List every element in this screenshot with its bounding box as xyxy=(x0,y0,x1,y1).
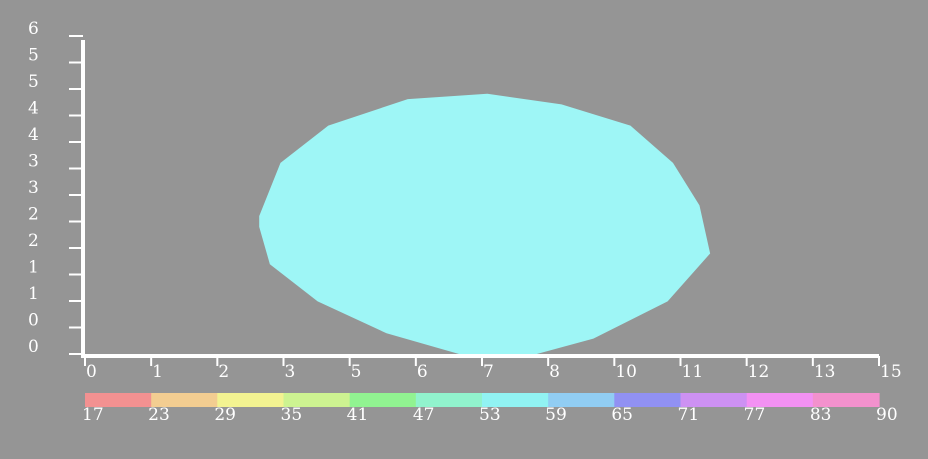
filled-region-0 xyxy=(259,93,711,355)
y-tick-label: 2 xyxy=(28,231,39,251)
colorbar-segment xyxy=(415,393,483,407)
colorbar-segment xyxy=(746,393,814,407)
colorbar-segment xyxy=(482,393,549,407)
y-tick-label: 4 xyxy=(28,125,39,145)
y-tick-label: 5 xyxy=(28,72,39,92)
plot-area xyxy=(259,93,711,355)
x-tick-label: 12 xyxy=(748,362,770,382)
colorbar-tick-label: 41 xyxy=(347,405,369,425)
y-tick-label: 6 xyxy=(28,19,39,39)
y-tick-label: 3 xyxy=(28,178,39,198)
x-tick-label: 10 xyxy=(615,362,637,382)
colorbar-segment xyxy=(614,393,682,407)
colorbar-tick-label: 35 xyxy=(281,405,303,425)
colorbar-tick-label: 53 xyxy=(479,405,501,425)
colorbar-segment xyxy=(283,393,351,407)
x-tick-label: 5 xyxy=(351,362,362,382)
y-tick-label: 2 xyxy=(28,205,39,225)
x-tick-label: 6 xyxy=(417,362,428,382)
colorbar-segment xyxy=(548,393,615,407)
colorbar-segment xyxy=(680,393,748,407)
colorbar-tick-label: 65 xyxy=(611,405,633,425)
colorbar-tick-label: 90 xyxy=(876,405,898,425)
colorbar-tick-label: 59 xyxy=(545,405,567,425)
y-tick-label: 0 xyxy=(28,311,39,331)
y-tick-label: 4 xyxy=(28,99,39,119)
y-tick-label: 3 xyxy=(28,152,39,172)
x-ticks: 0 1 2 3 5 6 7 8 10 11 12 13 15 xyxy=(84,356,902,382)
y-tick-label: 5 xyxy=(28,46,39,66)
y-tick-label: 0 xyxy=(28,337,39,357)
colorbar-segment xyxy=(217,393,285,407)
colorbar-tick-label: 17 xyxy=(82,405,104,425)
x-tick-label: 13 xyxy=(814,362,836,382)
x-tick-label: 1 xyxy=(152,362,163,382)
colorbar-tick-labels: 17 23 29 35 41 47 53 59 65 71 77 83 90 xyxy=(82,405,898,425)
x-tick-label: 7 xyxy=(483,362,494,382)
y-tick-label: 1 xyxy=(28,258,39,278)
x-tick-label: 8 xyxy=(549,362,560,382)
x-tick-label: 11 xyxy=(682,362,704,382)
x-tick-label: 0 xyxy=(86,362,97,382)
colorbar-tick-label: 71 xyxy=(678,405,700,425)
colorbar-tick-label: 29 xyxy=(214,405,236,425)
colorbar xyxy=(85,393,880,407)
colorbar-segment xyxy=(85,393,152,407)
colorbar-segment xyxy=(812,393,880,407)
colorbar-segment xyxy=(151,393,218,407)
colorbar-tick-label: 83 xyxy=(810,405,832,425)
x-tick-label: 2 xyxy=(218,362,229,382)
colorbar-tick-label: 23 xyxy=(148,405,170,425)
x-tick-label: 15 xyxy=(880,362,902,382)
y-ticks: 0 0 1 1 2 2 3 3 4 4 5 5 6 xyxy=(28,19,83,357)
x-tick-label: 3 xyxy=(285,362,296,382)
colorbar-tick-label: 47 xyxy=(413,405,435,425)
colorbar-tick-label: 77 xyxy=(744,405,766,425)
colorbar-segment xyxy=(349,393,417,407)
y-tick-label: 1 xyxy=(28,284,39,304)
